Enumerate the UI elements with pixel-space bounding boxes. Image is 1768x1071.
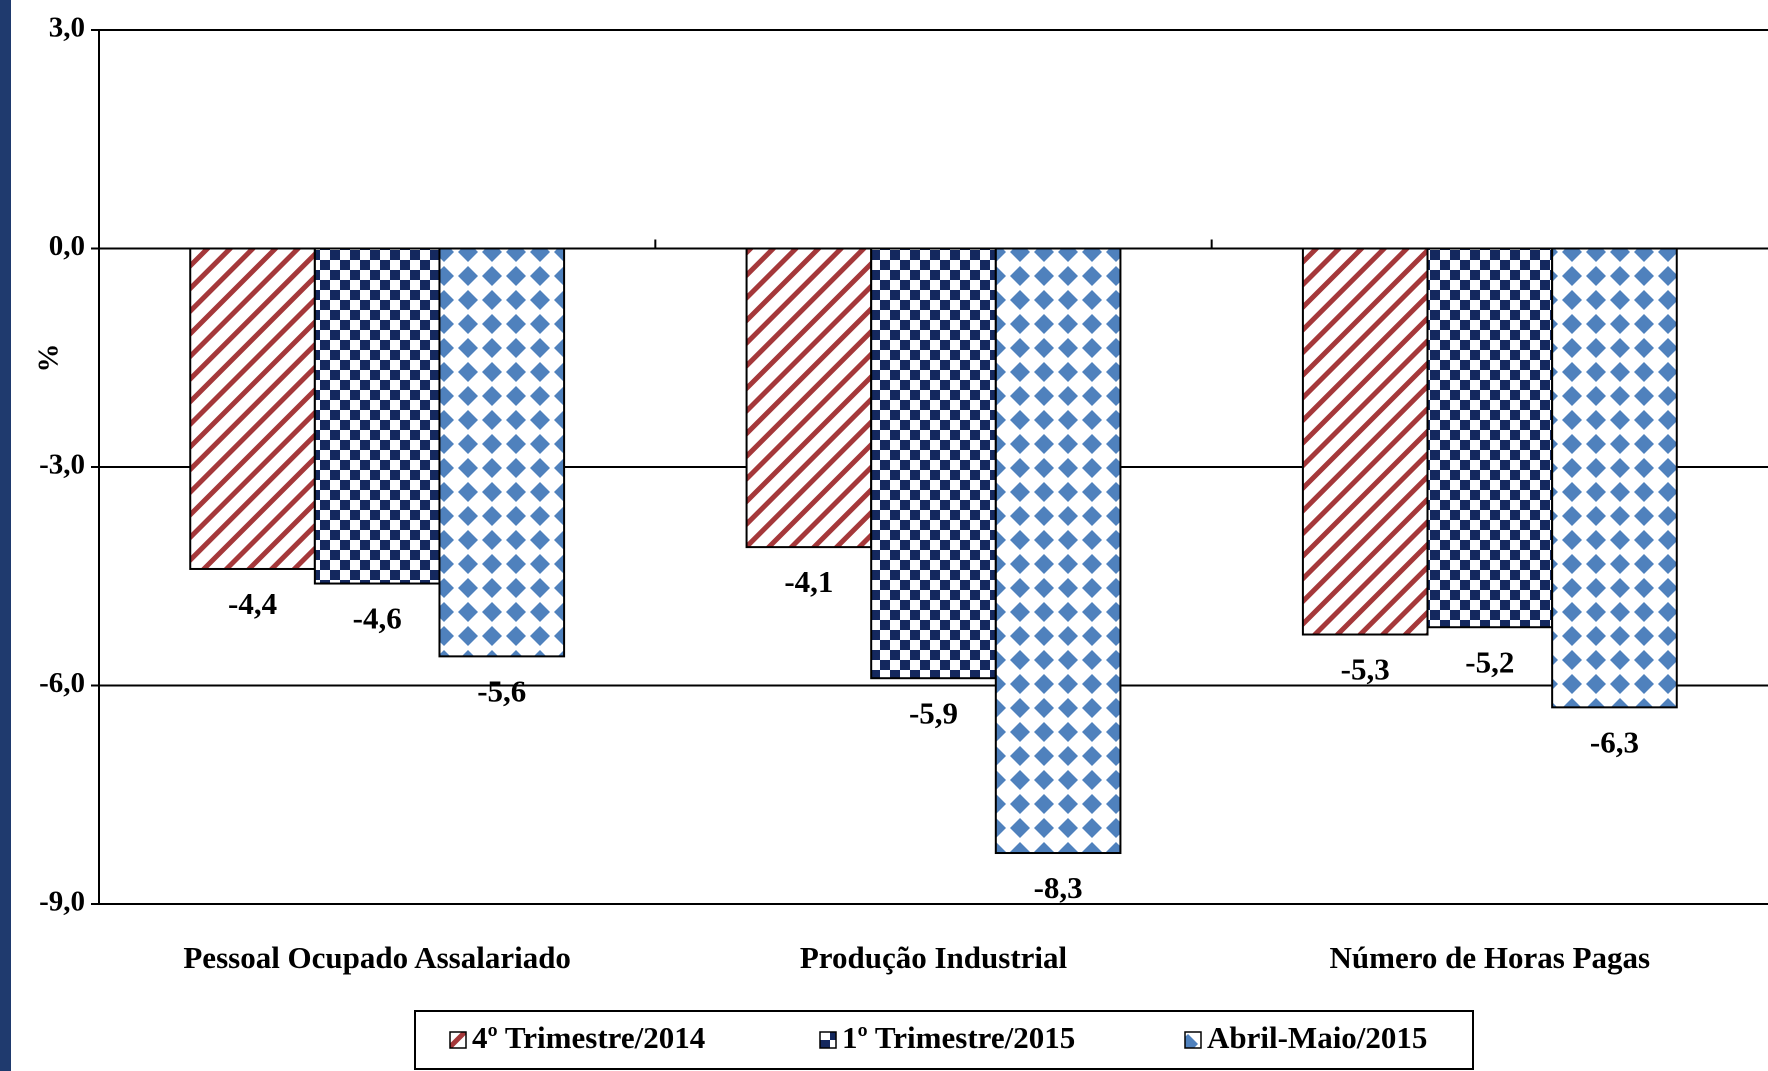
value-label: -5,2 xyxy=(1465,644,1514,679)
legend-box xyxy=(414,1010,1474,1070)
bar xyxy=(994,247,1122,855)
side-border xyxy=(0,0,11,1071)
bar xyxy=(189,247,316,570)
legend-swatch xyxy=(1184,1031,1202,1049)
y-axis-label: % xyxy=(33,344,65,373)
legend-label: 4º Trimestre/2014 xyxy=(472,1020,705,1055)
bar xyxy=(313,247,441,585)
x-tick-label: Produção Industrial xyxy=(800,940,1068,975)
value-label: -8,3 xyxy=(1034,870,1083,905)
legend-label: Abril-Maio/2015 xyxy=(1207,1020,1427,1055)
bar xyxy=(745,247,873,549)
value-label: -4,1 xyxy=(784,564,833,599)
value-label: -5,6 xyxy=(477,673,526,708)
value-label: -6,3 xyxy=(1590,724,1639,759)
bar xyxy=(438,247,566,658)
legend-swatch xyxy=(449,1031,467,1049)
bar xyxy=(870,247,997,680)
value-label: -5,9 xyxy=(909,695,958,730)
y-tick-label: 3,0 xyxy=(49,12,85,44)
y-tick-label: -9,0 xyxy=(39,886,85,918)
value-label: -4,6 xyxy=(353,601,402,636)
legend-swatch xyxy=(819,1031,837,1049)
y-tick-label: -6,0 xyxy=(39,667,85,699)
bar xyxy=(1301,247,1429,636)
y-tick-label: -3,0 xyxy=(39,449,85,481)
bar xyxy=(1426,247,1554,629)
y-tick-label: 0,0 xyxy=(49,230,85,262)
value-label: -5,3 xyxy=(1341,652,1390,687)
x-tick-label: Número de Horas Pagas xyxy=(1330,940,1651,975)
x-tick-label: Pessoal Ocupado Assalariado xyxy=(183,940,571,975)
value-label: -4,4 xyxy=(228,586,277,621)
legend-label: 1º Trimestre/2015 xyxy=(842,1020,1075,1055)
bar xyxy=(1551,247,1678,709)
